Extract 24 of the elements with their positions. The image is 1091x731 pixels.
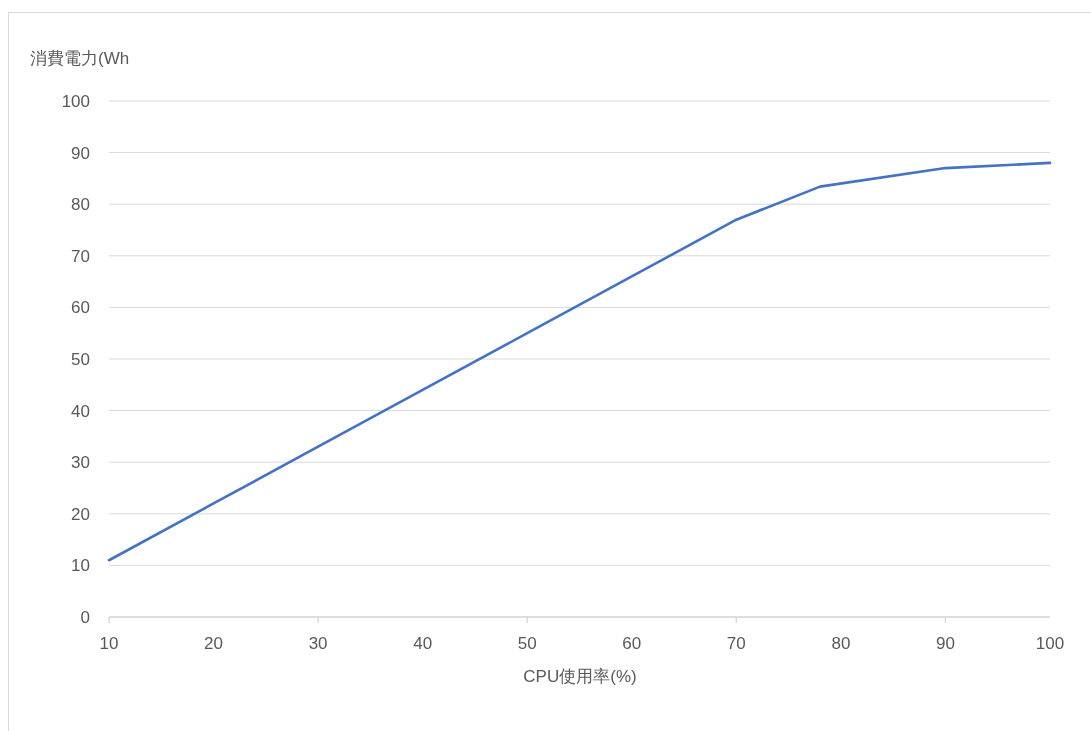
y-tick-label: 0 bbox=[80, 608, 90, 627]
y-tick-label: 80 bbox=[71, 195, 90, 215]
y-tick-label: 50 bbox=[71, 350, 90, 369]
x-tick-label: 30 bbox=[308, 634, 328, 653]
y-tick-label: 90 bbox=[71, 143, 90, 163]
x-tick-label: 10 bbox=[99, 634, 119, 653]
x-axis-title: CPU使用率(%) bbox=[523, 667, 637, 686]
y-tick-label: 70 bbox=[71, 246, 90, 266]
x-tick-label: 70 bbox=[726, 634, 746, 653]
line-series bbox=[107, 161, 1052, 562]
y-axis-title: 消費電力(Wh bbox=[30, 49, 130, 68]
x-tick-label: 90 bbox=[935, 634, 955, 653]
y-tick-label: 20 bbox=[71, 504, 90, 524]
y-tick-label: 10 bbox=[71, 556, 90, 576]
x-tick-label: 100 bbox=[1035, 634, 1065, 653]
x-tick-label: 80 bbox=[831, 634, 851, 653]
x-tick-label: 20 bbox=[204, 634, 224, 653]
x-tick-label: 60 bbox=[622, 634, 642, 653]
y-tick-label: 30 bbox=[71, 453, 90, 473]
y-tick-label: 100 bbox=[61, 92, 90, 111]
x-tick-label: 40 bbox=[413, 634, 433, 653]
x-tick-label: 50 bbox=[517, 634, 537, 653]
y-tick-label: 60 bbox=[71, 298, 90, 318]
y-tick-label: 40 bbox=[71, 401, 90, 421]
